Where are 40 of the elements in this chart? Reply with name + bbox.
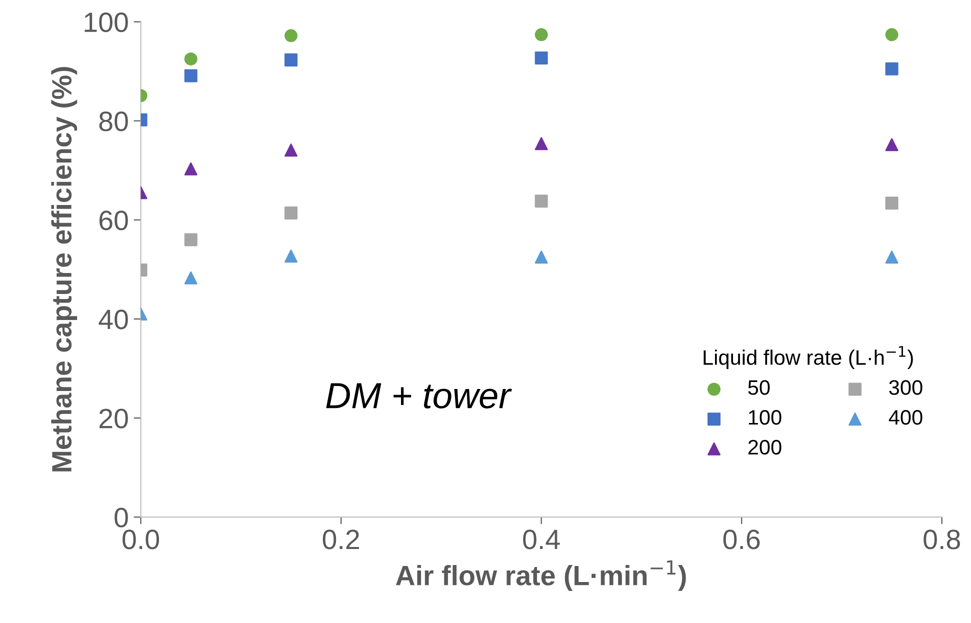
x-tick-label: 0.0 (122, 530, 160, 550)
point (885, 196, 898, 210)
point (885, 250, 898, 264)
y-tick-label: 0 (114, 508, 128, 528)
point (184, 271, 198, 284)
legend-label: 300 (889, 380, 922, 395)
y-tick-label: 100 (84, 12, 128, 32)
point (885, 138, 898, 152)
point (534, 28, 548, 42)
x-tick-label: 0.2 (322, 530, 359, 550)
point (534, 51, 548, 64)
x-axis-title: Air flow rate (L·min$^{−1}$) (396, 560, 686, 591)
point (885, 28, 898, 42)
point (284, 250, 298, 263)
point (284, 53, 298, 66)
point (184, 233, 198, 246)
x-tick-label: 0.6 (723, 530, 760, 550)
legend-label: 200 (748, 440, 782, 455)
legend-label: 50 (748, 380, 770, 395)
point (284, 29, 298, 42)
y-tick-label: 40 (98, 310, 128, 330)
point (184, 162, 198, 176)
legend-label: 400 (888, 410, 922, 425)
point (534, 250, 548, 264)
point (184, 52, 198, 66)
point (184, 69, 198, 82)
point (284, 206, 298, 220)
y-tick-label: 60 (100, 210, 128, 230)
point (284, 144, 298, 157)
y-tick-label: 20 (99, 408, 128, 428)
y-tick-label: 80 (99, 112, 128, 132)
legend-title: Liquid flow rate (L·h$^{−1}$) (704, 346, 913, 370)
legend-label: 100 (748, 410, 782, 425)
point (885, 62, 898, 76)
x-tick-label: 0.8 (924, 530, 960, 550)
annotation: DM + tower (326, 383, 512, 408)
point (534, 194, 548, 208)
point (534, 137, 548, 150)
x-tick-label: 0.4 (523, 530, 560, 550)
y-axis-title: Methane capture efficiency (%) (51, 67, 78, 472)
